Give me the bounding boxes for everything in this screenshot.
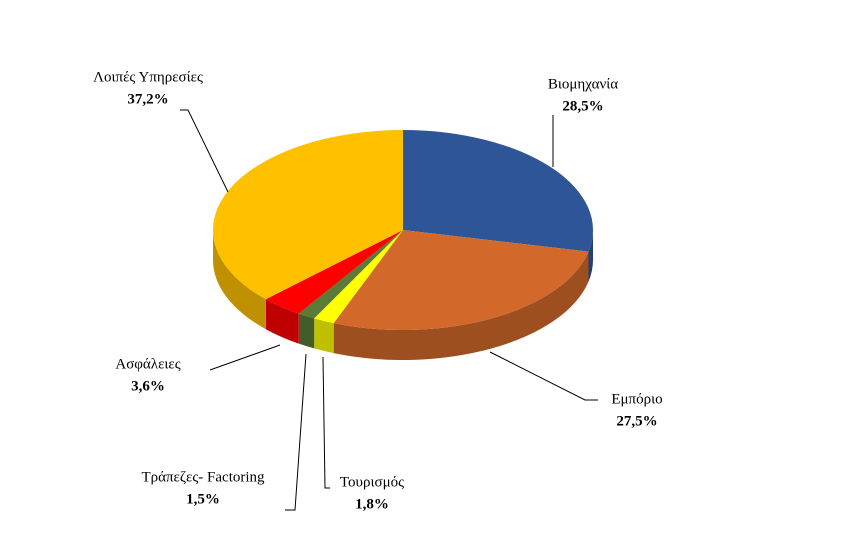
leader-line	[489, 351, 598, 401]
slice-side	[588, 230, 593, 282]
category-label: Βιομηχανία	[548, 76, 618, 92]
category-label: Λοιπές Υπηρεσίες	[93, 69, 203, 85]
slice	[403, 130, 593, 252]
value-label: 1,8%	[355, 496, 389, 512]
leader-line	[209, 344, 281, 371]
value-label: 3,6%	[131, 378, 165, 394]
value-label: 27,5%	[616, 413, 657, 429]
category-label: Ασφάλειες	[115, 356, 180, 372]
leader-line	[285, 353, 307, 511]
leader-line	[322, 356, 330, 489]
slice	[265, 230, 403, 314]
slice-side	[314, 318, 334, 354]
slice	[213, 130, 403, 300]
slice	[314, 230, 403, 324]
slice-side	[333, 251, 589, 360]
slice-side	[213, 230, 266, 330]
value-label: 1,5%	[186, 491, 220, 507]
category-label: Τράπεζες- Factoring	[141, 469, 265, 485]
slice	[333, 230, 589, 330]
slice-side	[298, 313, 315, 349]
value-label: 28,5%	[562, 98, 603, 114]
slice-side	[265, 299, 299, 344]
value-label: 37,2%	[127, 91, 168, 107]
category-label: Εμπόριο	[611, 391, 662, 407]
slice	[298, 230, 403, 319]
leader-line	[180, 109, 229, 193]
category-label: Τουρισμός	[340, 474, 404, 490]
